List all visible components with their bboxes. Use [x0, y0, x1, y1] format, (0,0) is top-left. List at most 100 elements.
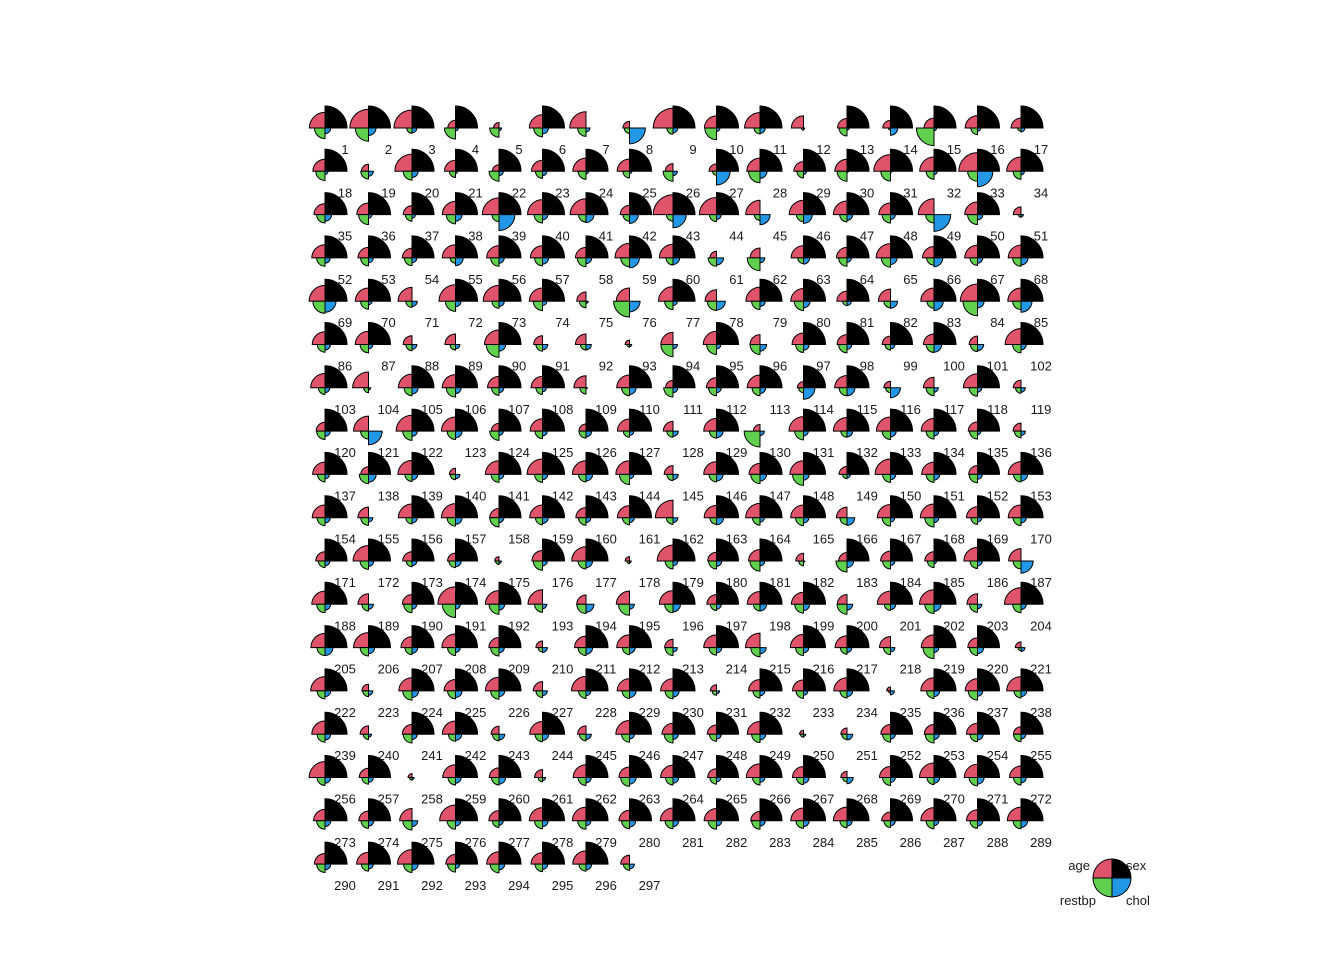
star-glyph: [882, 105, 914, 136]
segment-sex: [890, 321, 914, 345]
star-glyph: [353, 625, 392, 657]
segment-restbp: [1013, 777, 1022, 786]
star-glyph: [877, 288, 899, 309]
segment-sex: [368, 451, 392, 475]
segment-restbp: [665, 214, 674, 222]
star-label: 40: [555, 229, 569, 244]
segment-restbp: [491, 214, 500, 223]
segment-chol: [933, 214, 952, 232]
segment-chol: [368, 690, 374, 696]
star-label: 60: [686, 272, 700, 287]
segment-restbp: [577, 560, 587, 570]
segment-chol: [324, 690, 332, 698]
star-label: 108: [552, 402, 574, 417]
segment-age: [1009, 765, 1022, 778]
segment-restbp: [969, 560, 978, 569]
segment-age: [1007, 461, 1022, 475]
segment-chol: [542, 603, 548, 610]
segment-age: [836, 594, 848, 605]
star-label: 44: [729, 229, 743, 244]
segment-restbp: [316, 430, 326, 440]
star-glyph: [354, 278, 392, 310]
segment-age: [401, 247, 413, 259]
segment-sex: [933, 668, 957, 692]
segment-age: [917, 198, 935, 216]
segment-sex: [498, 581, 522, 605]
segment-chol: [672, 127, 679, 134]
star-glyph: [494, 556, 502, 566]
segment-restbp: [618, 473, 630, 486]
star-label: 185: [943, 575, 965, 590]
segment-restbp: [1014, 387, 1022, 394]
segment-chol: [759, 603, 768, 612]
segment-age: [788, 199, 804, 216]
star-glyph: [750, 798, 783, 830]
segment-age: [660, 331, 674, 345]
segment-chol: [629, 517, 635, 524]
star-label: 82: [903, 315, 917, 330]
star-label: 97: [816, 359, 830, 374]
segment-sex: [498, 625, 522, 649]
segment-age: [752, 423, 761, 432]
segment-restbp: [970, 517, 978, 525]
segment-restbp: [579, 387, 587, 395]
star-label: 245: [595, 748, 617, 763]
segment-chol: [585, 647, 594, 655]
segment-restbp: [404, 214, 413, 222]
segment-restbp: [839, 517, 848, 526]
star-label: 193: [552, 618, 574, 633]
segment-age: [530, 375, 543, 389]
star-glyph: [703, 625, 740, 656]
segment-sex: [846, 451, 870, 475]
segment-age: [703, 634, 717, 649]
segment-age: [832, 416, 848, 432]
segment-sex: [846, 408, 870, 432]
segment-sex: [933, 235, 957, 259]
segment-chol: [368, 517, 374, 523]
star-glyph: [530, 365, 566, 395]
segment-restbp: [577, 820, 587, 830]
star-glyph: [308, 754, 348, 786]
star-label: 294: [508, 878, 530, 893]
star-glyph: [1004, 321, 1044, 354]
segment-sex: [542, 798, 566, 822]
star-label: 188: [334, 618, 356, 633]
star-label: 220: [987, 662, 1009, 677]
star-label: 159: [552, 532, 574, 547]
star-glyph: [835, 506, 856, 526]
segment-sex: [803, 668, 827, 692]
key-label-chol: chol: [1126, 893, 1150, 908]
segment-restbp: [491, 777, 500, 786]
segment-chol: [890, 647, 896, 653]
star-glyph: [448, 467, 461, 481]
star-label: 64: [860, 272, 874, 287]
segment-chol: [542, 560, 548, 567]
segment-chol: [890, 560, 896, 566]
segment-restbp: [449, 257, 456, 264]
star-glyph: [361, 683, 374, 698]
star-label: 197: [726, 618, 748, 633]
segment-chol: [803, 647, 810, 654]
segment-restbp: [708, 647, 717, 656]
star-label: 174: [465, 575, 487, 590]
segment-sex: [716, 711, 740, 735]
segment-restbp: [316, 647, 326, 657]
segment-sex: [933, 148, 957, 172]
segment-chol: [629, 430, 635, 437]
star-glyph: [962, 365, 1001, 397]
segment-chol: [368, 344, 374, 350]
star-glyph: [574, 333, 592, 351]
star-glyph: [618, 754, 653, 787]
segment-chol: [585, 344, 592, 351]
segment-age: [791, 765, 804, 778]
segment-restbp: [361, 777, 369, 785]
segment-restbp: [359, 647, 369, 657]
segment-chol: [411, 300, 418, 307]
segment-chol: [933, 430, 940, 437]
segment-age: [750, 811, 761, 822]
star-glyph: [443, 668, 479, 700]
segment-chol: [585, 517, 592, 524]
star-label: 105: [421, 402, 443, 417]
segment-chol: [324, 777, 332, 784]
star-label: 71: [425, 315, 439, 330]
